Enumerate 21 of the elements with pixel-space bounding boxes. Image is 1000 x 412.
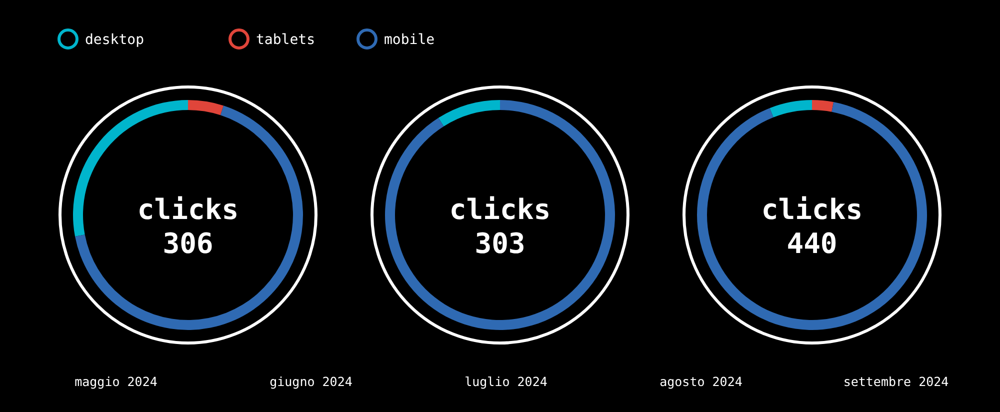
donut-slice [438, 100, 500, 126]
donut-slice [75, 106, 303, 330]
legend-label: desktop [85, 32, 144, 48]
donut-slice [697, 102, 927, 330]
text: 303 [474, 227, 526, 260]
text: 440 [786, 227, 838, 260]
legend-label: mobile [384, 32, 435, 48]
donut-slice [770, 100, 812, 118]
text: luglio 2024 [464, 374, 548, 389]
text: giugno 2024 [270, 374, 352, 389]
donut-slice [385, 100, 615, 330]
text: 306 [162, 227, 214, 260]
text: clicks [137, 193, 239, 226]
text: agosto 2024 [660, 374, 742, 389]
donut-slice [812, 100, 834, 112]
text: clicks [449, 193, 551, 226]
legend-label: tablets [256, 32, 316, 48]
text: maggio 2024 [74, 374, 158, 389]
text: clicks [761, 193, 863, 226]
donut-slice [188, 100, 224, 116]
text: settembre 2024 [843, 374, 949, 389]
